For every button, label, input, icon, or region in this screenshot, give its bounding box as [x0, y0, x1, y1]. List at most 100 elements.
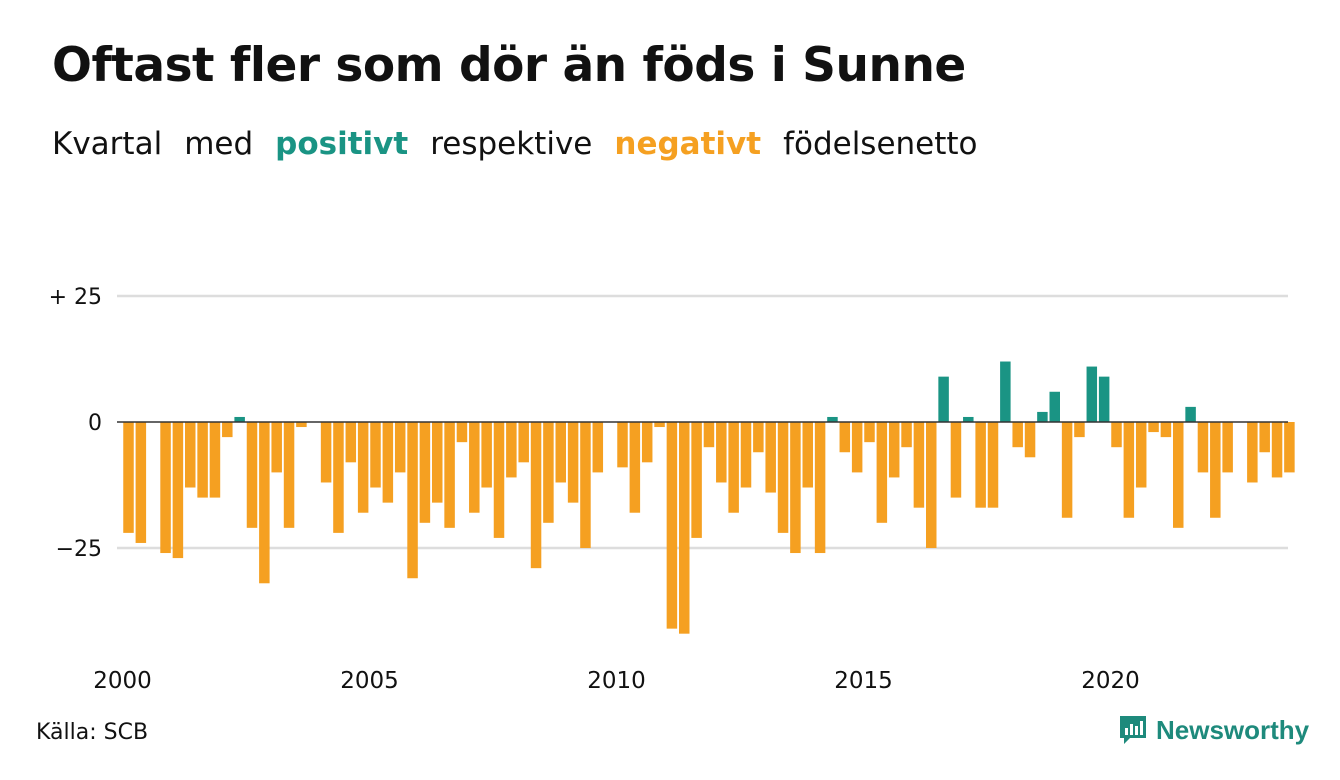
bar-negative: [901, 422, 912, 448]
bar-negative: [567, 422, 579, 503]
bar-negative: [617, 422, 628, 468]
bar-negative: [160, 422, 171, 554]
bar-negative: [913, 422, 925, 508]
bar-negative: [555, 422, 566, 483]
bar-negative: [777, 422, 789, 533]
bar-negative: [666, 422, 678, 629]
x-tick-label: 2005: [340, 668, 399, 694]
bar-positive: [827, 416, 838, 422]
brand-logo: Newsworthy: [1118, 714, 1309, 746]
x-tick-label: 2000: [93, 668, 152, 694]
bar-negative: [469, 422, 480, 513]
bar-positive: [1098, 376, 1110, 422]
bar-negative: [543, 422, 554, 523]
bar-negative: [172, 422, 184, 559]
bar-negative: [135, 422, 147, 543]
bar-negative: [740, 422, 752, 488]
bar-negative: [345, 422, 357, 463]
bar-negative: [987, 422, 999, 508]
bar-negative: [1148, 422, 1159, 433]
bar-negative: [1259, 422, 1270, 453]
subtitle-positive-label: positivt: [275, 126, 409, 162]
x-tick-label: 2010: [587, 668, 646, 694]
y-tick-label: −25: [56, 537, 102, 562]
subtitle-text: med: [184, 126, 254, 162]
bar-negative: [679, 422, 690, 634]
bar-negative: [728, 422, 739, 513]
bar-negative: [1111, 422, 1122, 448]
bar-positive: [1086, 366, 1098, 422]
subtitle-text: respektive: [430, 126, 593, 162]
bar-negative: [209, 422, 221, 498]
brand-name: Newsworthy: [1156, 714, 1310, 745]
bar-positive: [1049, 391, 1060, 422]
bar-negative: [407, 422, 418, 579]
bar-negative: [419, 422, 431, 523]
bar-negative: [1024, 422, 1036, 458]
x-tick-label: 2020: [1081, 668, 1140, 694]
bar-positive: [1037, 411, 1048, 422]
bar-negative: [222, 422, 233, 438]
bar-negative: [444, 422, 455, 528]
bar-negative: [357, 422, 369, 513]
bar-negative: [1074, 422, 1085, 438]
bar-negative: [851, 422, 863, 473]
bar-negative: [1123, 422, 1135, 518]
y-tick-label: + 25: [49, 285, 102, 310]
subtitle-negative-label: negativt: [614, 126, 762, 162]
bar-negative: [753, 422, 764, 453]
bar-negative: [1247, 422, 1258, 483]
bar-negative: [876, 422, 888, 523]
bar-negative: [1210, 422, 1221, 518]
bar-negative: [716, 422, 727, 483]
subtitle-text: födelsenetto: [783, 126, 978, 162]
y-tick-label: 0: [88, 411, 102, 436]
bar-negative: [296, 422, 307, 428]
bar-negative: [394, 422, 406, 473]
bar-negative: [1061, 422, 1073, 518]
chart-subtitle: Kvartal med positivt respektive negativt föde…: [52, 126, 1000, 162]
bar-negative: [802, 422, 813, 488]
bar-negative: [580, 422, 591, 548]
bar-negative: [839, 422, 851, 453]
bar-negative: [185, 422, 196, 488]
bar-negative: [493, 422, 505, 538]
bar-negative: [975, 422, 986, 508]
bar-positive: [1185, 406, 1196, 422]
newsworthy-logo-icon: [1120, 716, 1146, 744]
bar-negative: [691, 422, 702, 538]
bar-negative: [283, 422, 295, 528]
bar-negative: [629, 422, 641, 513]
chart-title: Oftast fler som dör än föds i Sunne: [52, 38, 966, 93]
bar-negative: [888, 422, 900, 478]
bar-negative: [1012, 422, 1023, 448]
bar-negative: [1271, 422, 1283, 478]
bar-negative: [1197, 422, 1209, 473]
bar-negative: [1160, 422, 1172, 438]
bar-negative: [765, 422, 776, 493]
bar-negative: [530, 422, 542, 569]
bar-negative: [197, 422, 208, 498]
bar-negative: [864, 422, 875, 443]
bar-positive: [938, 376, 949, 422]
bar-negative: [333, 422, 344, 533]
bar-positive: [234, 416, 245, 422]
bar-negative: [654, 422, 665, 428]
bar-negative: [1222, 422, 1233, 473]
bar-negative: [271, 422, 282, 473]
bar-negative: [1135, 422, 1147, 488]
bar-negative: [703, 422, 715, 448]
bar-positive: [963, 416, 974, 422]
bar-negative: [1284, 422, 1295, 473]
bar-negative: [382, 422, 394, 503]
bar-negative: [481, 422, 492, 488]
source-label: Källa: SCB: [36, 720, 149, 745]
bar-negative: [456, 422, 468, 443]
bar-negative: [259, 422, 270, 584]
bar-negative: [432, 422, 443, 503]
bar-negative: [506, 422, 517, 478]
bar-negative: [320, 422, 332, 483]
bar-negative: [641, 422, 653, 463]
bar-negative: [814, 422, 826, 554]
